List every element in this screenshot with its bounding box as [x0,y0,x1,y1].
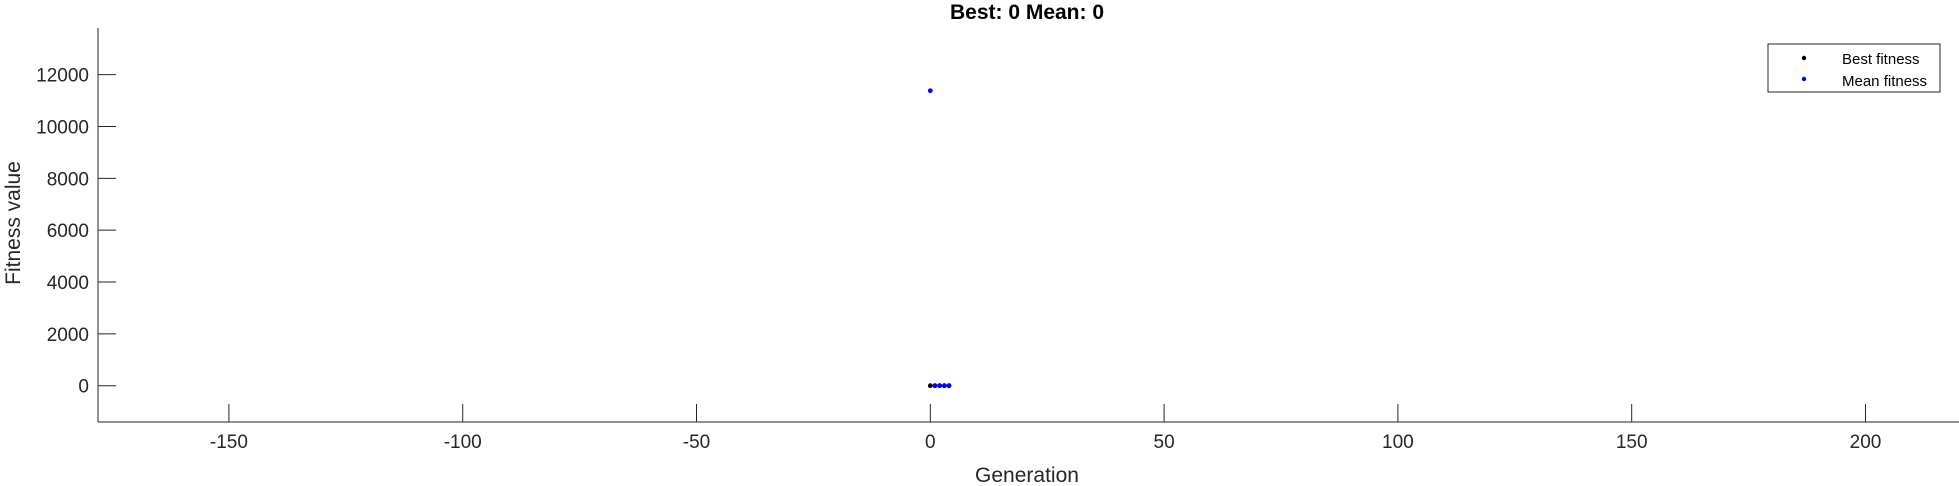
data-points [927,88,952,389]
y-axis-label: Fitness value [2,161,25,285]
x-tick-label: -50 [683,432,710,453]
y-tick-label: 10000 [36,118,89,139]
ticks: -150 -100 -50 0 50 100 150 20002000400060008000… [36,66,1881,453]
mean-fitness-point [927,88,933,94]
x-tick-label: 0 [925,432,936,453]
y-tick-label: 6000 [47,221,89,242]
x-tick-label: 200 [1850,432,1882,453]
x-axis-label: Generation [975,464,1079,486]
axes [97,28,1959,423]
legend-label-mean-fitness: Mean fitness [1842,73,1927,90]
y-tick-label: 2000 [47,325,89,346]
x-tick-label: -100 [444,432,482,453]
mean-fitness-point [946,383,952,389]
chart-title: Best: 0 Mean: 0 [950,1,1104,24]
legend-marker-mean-fitness [1801,76,1807,82]
x-tick-label: -150 [210,432,248,453]
y-tick-label: 8000 [47,169,89,190]
legend-marker-best-fitness [1801,55,1807,61]
x-tick-label: 50 [1154,432,1175,453]
legend-box [1767,43,1941,93]
y-tick-label: 4000 [47,273,89,294]
best-fitness-point [927,383,933,389]
legend-label-best-fitness: Best fitness [1842,51,1920,68]
mean-fitness-point [932,383,938,389]
mean-fitness-point [937,383,943,389]
x-tick-label: 150 [1616,432,1648,453]
y-tick-label: 12000 [36,66,89,87]
y-tick-label: 0 [78,377,89,398]
mean-fitness-point [941,383,947,389]
x-tick-label: 100 [1382,432,1414,453]
legend: Best fitness Mean fitness [1767,43,1941,93]
